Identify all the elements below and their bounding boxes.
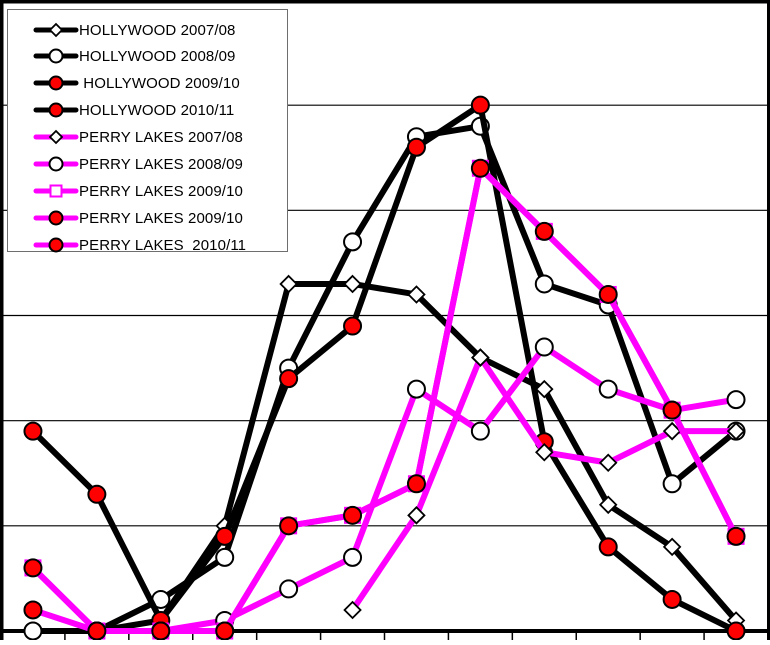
legend-item-hollywood-2007-08: HOLLYWOOD 2007/08 [33,17,236,43]
series-4 [343,348,746,620]
legend-label: PERRY LAKES 2010/11 [79,236,247,254]
red-circle-marker-icon [33,102,79,118]
legend-label: HOLLYWOOD 2009/10 [79,74,240,92]
legend-item-hollywood-2010-11: HOLLYWOOD 2010/11 [33,97,234,123]
legend-label: HOLLYWOOD 2010/11 [79,101,235,119]
open-circle-marker-icon [33,156,79,172]
series-8 [23,600,235,641]
legend-item-perry-lakes-2008-09: PERRY LAKES 2008/09 [33,151,243,177]
legend-item-perry-lakes-2009-10-circle: PERRY LAKES 2009/10 [33,205,243,231]
red-circle-marker-icon [33,237,79,253]
open-circle-marker-icon [33,48,79,64]
legend-item-perry-lakes-2009-10-square: PERRY LAKES 2009/10 [33,178,243,204]
legend-label: PERRY LAKES 2008/09 [79,155,243,173]
legend-label: PERRY LAKES 2009/10 [79,209,243,227]
legend: HOLLYWOOD 2007/08 HOLLYWOOD 2008/09 HOLL… [7,9,288,254]
diamond-marker-icon [33,129,79,145]
diamond-marker-icon [33,22,79,38]
legend-item-hollywood-2008-09: HOLLYWOOD 2008/09 [33,43,236,69]
legend-label: PERRY LAKES 2009/10 [79,182,243,200]
legend-item-perry-lakes-2007-08: PERRY LAKES 2007/08 [33,124,243,150]
legend-item-perry-lakes-2010-11: PERRY LAKES 2010/11 [33,232,246,258]
legend-label: HOLLYWOOD 2007/08 [79,21,236,39]
square-marker-icon [33,184,79,198]
red-circle-marker-icon [33,210,79,226]
red-circle-marker-icon [33,75,79,91]
legend-item-hollywood-2009-10: HOLLYWOOD 2009/10 [33,70,240,96]
legend-label: PERRY LAKES 2007/08 [79,128,243,146]
series-2 [23,95,746,641]
series-lines [23,95,746,641]
legend-label: HOLLYWOOD 2008/09 [79,47,236,65]
